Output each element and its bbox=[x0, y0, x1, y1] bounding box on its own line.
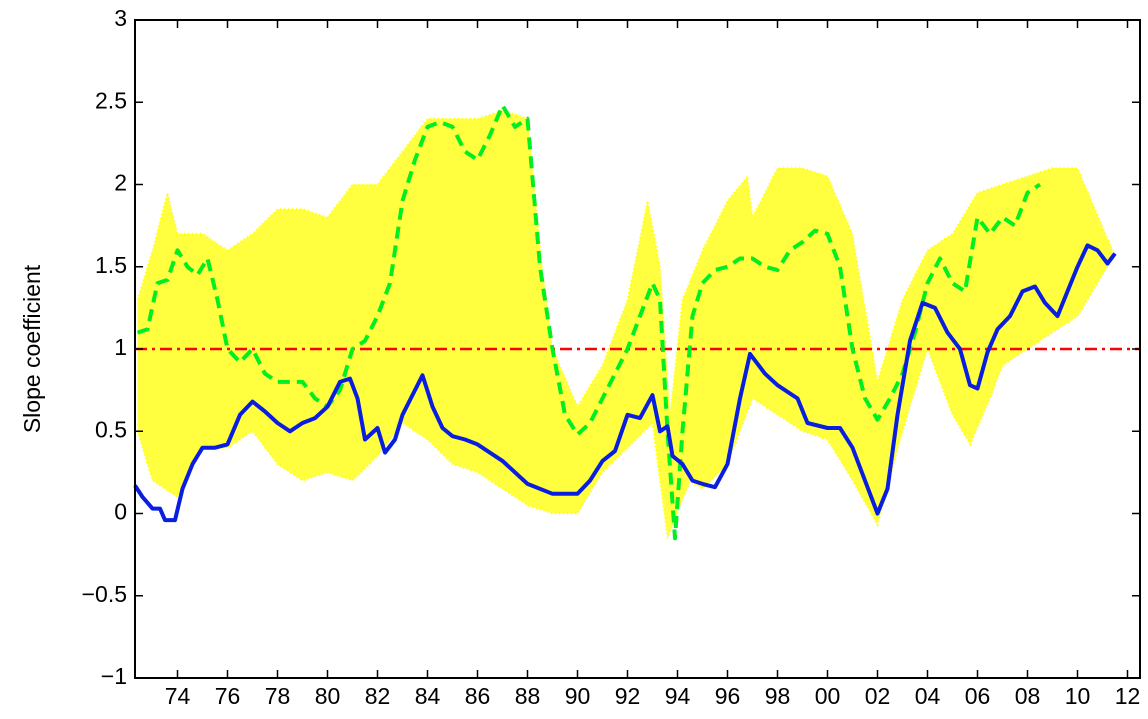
line bbox=[136, 103, 1042, 541]
x-tick-label: 04 bbox=[915, 683, 941, 709]
x-tick-label: 74 bbox=[165, 683, 191, 709]
line bbox=[133, 243, 1117, 523]
x-tick-label: 92 bbox=[615, 683, 641, 709]
y-tick-label: 2.5 bbox=[95, 87, 127, 113]
x-tick-label: 96 bbox=[715, 683, 741, 709]
x-tick-label: 06 bbox=[965, 683, 991, 709]
y-tick-label: −0.5 bbox=[82, 581, 127, 607]
y-tick-label: 1.5 bbox=[95, 252, 127, 278]
y-tick-label: −1 bbox=[101, 663, 127, 689]
x-tick-label: 82 bbox=[365, 683, 391, 709]
x-tick-label: 90 bbox=[565, 683, 591, 709]
y-tick-label: 1 bbox=[114, 334, 127, 360]
band-fill bbox=[137, 110, 1113, 539]
x-tick-label: 78 bbox=[265, 683, 291, 709]
x-tick-label: 76 bbox=[215, 683, 241, 709]
x-tick-label: 10 bbox=[1065, 683, 1091, 709]
x-tick-label: 88 bbox=[515, 683, 541, 709]
x-tick-label: 00 bbox=[815, 683, 841, 709]
x-tick-label: 98 bbox=[765, 683, 791, 709]
y-tick-label: 0 bbox=[114, 499, 127, 525]
x-tick-label: 80 bbox=[315, 683, 341, 709]
x-tick-label: 02 bbox=[865, 683, 891, 709]
x-tick-label: 94 bbox=[665, 683, 691, 709]
y-tick-label: 3 bbox=[114, 5, 127, 31]
y-tick-label: 0.5 bbox=[95, 416, 127, 442]
x-tick-label: 86 bbox=[465, 683, 491, 709]
x-tick-label: 84 bbox=[415, 683, 441, 709]
y-tick-label: 2 bbox=[114, 170, 127, 196]
x-tick-label: 08 bbox=[1015, 683, 1041, 709]
x-tick-label: 12 bbox=[1115, 683, 1141, 709]
y-axis-label: Slope coefficient bbox=[19, 264, 45, 433]
